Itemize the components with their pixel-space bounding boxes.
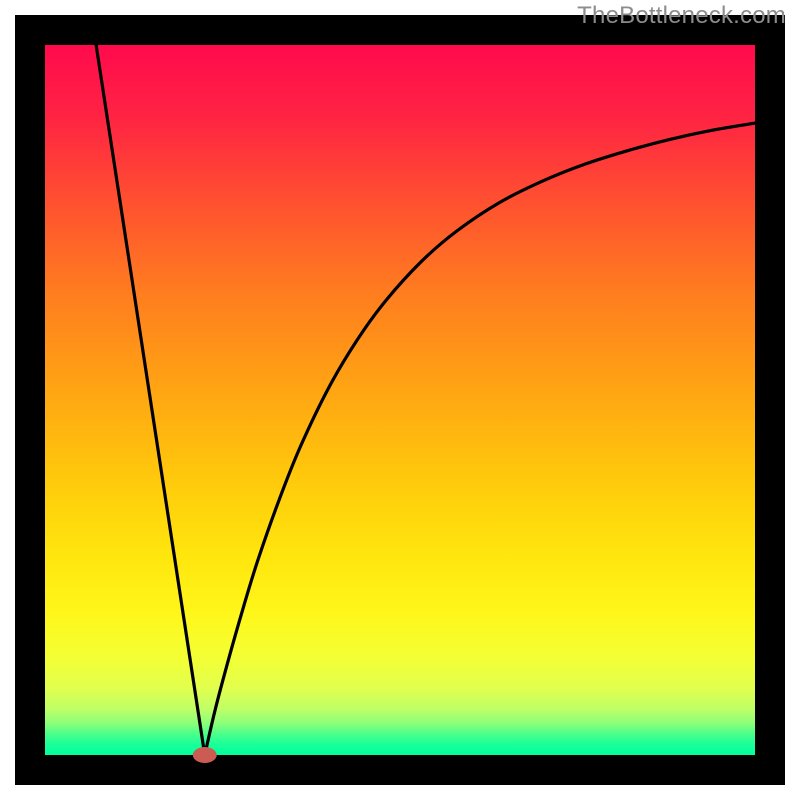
bottleneck-chart-svg — [0, 0, 800, 800]
minimum-marker — [193, 747, 217, 763]
watermark-text: TheBottleneck.com — [577, 2, 786, 30]
chart-stage: TheBottleneck.com — [0, 0, 800, 800]
